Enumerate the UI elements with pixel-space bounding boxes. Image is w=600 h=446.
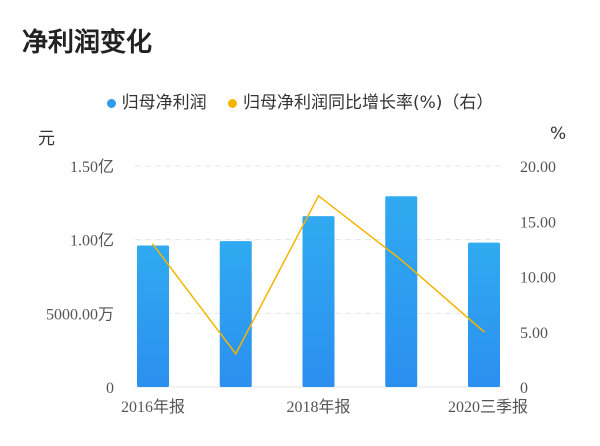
x-tick-label: 2016年报 (121, 398, 185, 416)
left-axis-unit: 元 (38, 129, 55, 149)
bar-net-profit (219, 241, 252, 387)
legend-label: 归母净利润 (121, 93, 207, 113)
legend-dot-icon (227, 98, 237, 108)
x-tick-label: 2018年报 (286, 398, 350, 416)
right-tick-label: 5.00 (520, 325, 548, 342)
left-tick-label: 0 (106, 380, 114, 397)
legend-item-net-profit[interactable]: 归母净利润 (106, 93, 207, 113)
left-tick-label: 1.50亿 (70, 158, 114, 176)
x-tick-label: 2020三季报 (448, 398, 528, 416)
line-point (152, 243, 154, 246)
right-tick-label: 20.00 (520, 159, 556, 176)
legend-item-growth-rate[interactable]: 归母净利润同比增长率(%)（右） (227, 93, 494, 113)
legend: 归母净利润 归母净利润同比增长率(%)（右） (0, 88, 600, 113)
chart-title: 净利润变化 (22, 28, 153, 58)
right-tick-label: 10.00 (520, 270, 556, 287)
right-axis-unit: % (550, 124, 567, 144)
left-tick-label: 1.00亿 (70, 232, 114, 250)
line-point (317, 195, 320, 197)
line-point (234, 353, 237, 355)
bar-net-profit (468, 242, 500, 387)
legend-dot-icon (106, 98, 116, 108)
legend-label: 归母净利润同比增长率(%)（右） (242, 93, 494, 113)
line-point (483, 330, 485, 333)
bar-net-profit (302, 216, 335, 387)
bar-net-profit (385, 196, 418, 387)
bar-net-profit (137, 245, 169, 387)
right-tick-label: 0 (520, 380, 528, 397)
line-point (400, 259, 403, 261)
left-tick-label: 5000.00万 (46, 306, 114, 323)
right-tick-label: 15.00 (520, 214, 556, 231)
